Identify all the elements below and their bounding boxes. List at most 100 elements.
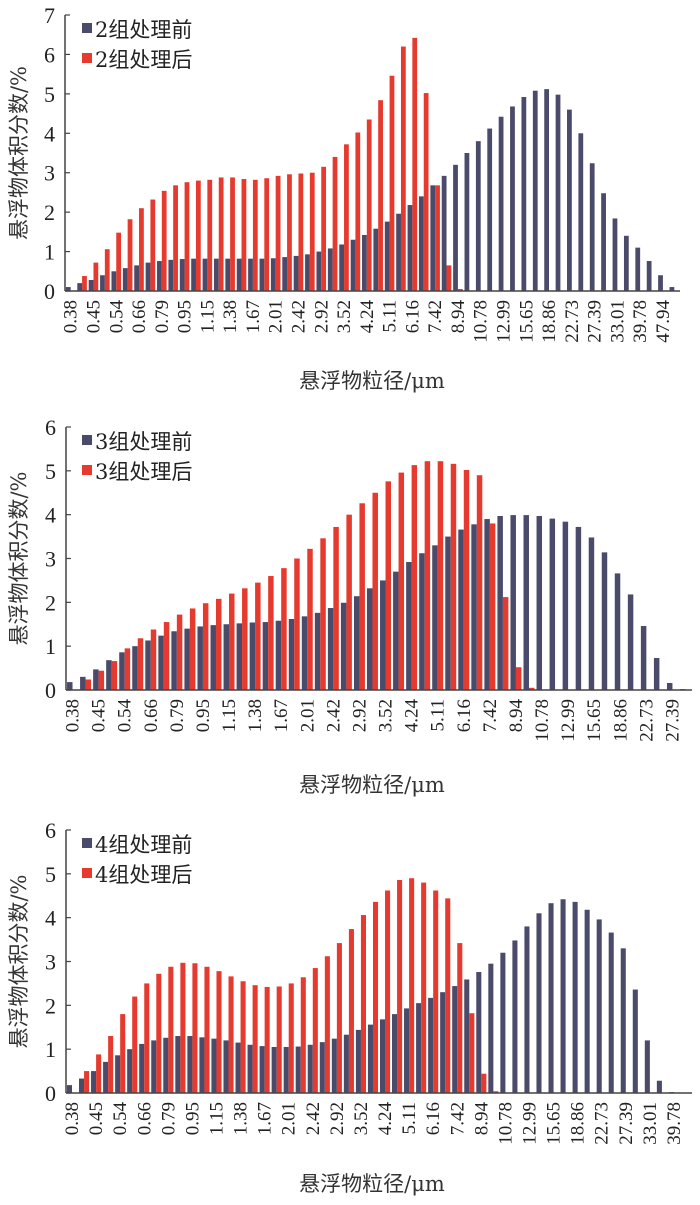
bar-after — [124, 648, 131, 690]
x-tick-label: 0.79 — [152, 300, 173, 333]
bar-before — [392, 1014, 398, 1093]
legend-label-before: 4组处理前 — [95, 833, 192, 857]
legend-label-before: 3组处理前 — [95, 430, 192, 454]
bar-before — [601, 552, 608, 690]
bar-before — [452, 986, 458, 1093]
bar-before — [380, 580, 386, 690]
x-tick-label: 15.65 — [584, 699, 605, 742]
x-tick-label: 1.38 — [231, 1102, 252, 1135]
bar-after — [493, 1091, 499, 1093]
bar-before — [548, 903, 554, 1093]
bar-before — [247, 1044, 253, 1093]
bar-before — [669, 287, 675, 291]
x-axis-title: 悬浮物粒径/μm — [299, 369, 445, 393]
bar-after — [264, 178, 270, 291]
x-tick-label: 7.42 — [447, 1102, 468, 1135]
bar-before — [353, 596, 360, 690]
bar-before — [158, 635, 164, 690]
bar-after — [218, 177, 224, 291]
bar-before — [103, 1061, 109, 1093]
bar-before — [512, 940, 518, 1093]
x-tick-label: 4.24 — [402, 699, 423, 733]
bar-after — [139, 208, 144, 291]
bar-before — [202, 258, 208, 291]
bar-before — [339, 244, 345, 291]
x-tick-label: 0.95 — [182, 1102, 203, 1135]
bar-before — [367, 588, 373, 690]
x-tick-label: 27.39 — [585, 300, 606, 343]
bar-after — [424, 461, 431, 690]
y-tick-label: 2 — [44, 200, 55, 225]
bar-before — [211, 1038, 217, 1093]
bar-after — [457, 289, 463, 291]
bar-after — [98, 670, 105, 690]
bars — [65, 37, 675, 292]
x-tick-label: 0.45 — [86, 1102, 107, 1135]
x-axis-title: 悬浮物粒径/μm — [299, 1172, 445, 1196]
bar-before — [562, 521, 569, 690]
y-tick-label: 6 — [45, 415, 56, 440]
bar-before — [464, 153, 470, 291]
bar-after — [189, 608, 196, 690]
x-tick-label: 18.86 — [539, 300, 560, 343]
bar-before — [653, 658, 660, 690]
bar-after — [398, 472, 405, 690]
x-tick-label: 2.92 — [349, 699, 370, 732]
x-tick-label: 1.15 — [219, 699, 240, 732]
bar-before — [471, 524, 477, 690]
y-tick-label: 0 — [44, 279, 55, 304]
bar-after — [82, 276, 87, 291]
bar-before — [199, 1037, 205, 1093]
bar-before — [88, 279, 94, 291]
x-tick-label: 39.78 — [630, 300, 651, 343]
y-tick-label: 3 — [45, 547, 56, 572]
bar-before — [476, 972, 482, 1093]
y-tick-label: 6 — [44, 42, 55, 67]
bar-after — [252, 985, 258, 1093]
bar-before — [510, 515, 516, 690]
bar-before — [327, 608, 334, 690]
bar-before — [588, 537, 595, 690]
x-tick-label: 22.73 — [592, 1102, 613, 1145]
x-tick-label: 22.73 — [636, 699, 657, 742]
bar-after — [300, 977, 306, 1093]
bar-after — [156, 973, 162, 1093]
bar-before — [106, 660, 112, 690]
bar-before — [163, 1037, 169, 1093]
bar-before — [484, 519, 490, 690]
bar-before — [66, 1085, 73, 1093]
bar-before — [575, 526, 582, 690]
bar-before — [151, 1040, 157, 1093]
bar-before — [80, 676, 86, 690]
y-tick-label: 3 — [45, 950, 56, 975]
bar-before — [627, 594, 634, 690]
bar-before — [544, 89, 550, 291]
bar-before — [223, 624, 230, 690]
x-tick-label: 18.86 — [568, 1102, 589, 1145]
bar-after — [389, 75, 395, 291]
bar-after — [412, 37, 418, 292]
legend: 2组处理前 2组处理后 — [82, 18, 192, 72]
bar-after — [120, 1014, 126, 1093]
bar-before — [646, 261, 652, 291]
x-tick-label: 2.42 — [288, 300, 309, 333]
bar-before — [355, 1029, 361, 1093]
bar-after — [307, 548, 313, 690]
x-tick-label: 15.65 — [516, 300, 537, 343]
x-tick-label: 0.54 — [115, 699, 136, 733]
bar-before — [640, 626, 647, 690]
x-tick-label: 0.95 — [193, 699, 214, 732]
bar-after — [372, 901, 379, 1093]
bar-after — [229, 593, 235, 690]
legend-label-before: 2组处理前 — [95, 18, 192, 42]
bar-before — [139, 1043, 145, 1093]
bar-before — [288, 618, 295, 690]
bar-before — [145, 262, 151, 291]
bar-before — [236, 258, 242, 291]
bar-after — [240, 981, 246, 1093]
legend-label-after: 2组处理后 — [95, 48, 192, 72]
bar-after — [184, 182, 190, 291]
y-axis-title: 悬浮物体积分数/% — [7, 66, 31, 240]
bar-after — [528, 687, 535, 690]
